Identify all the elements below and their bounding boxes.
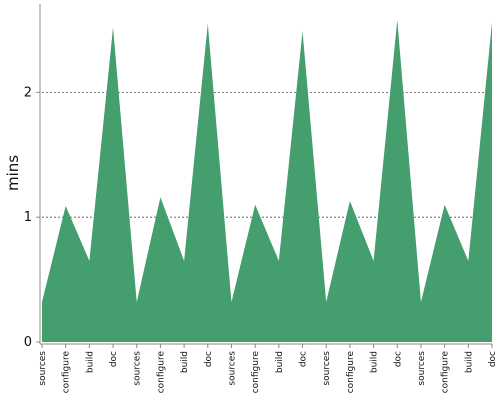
x-tick-label-14: build bbox=[370, 351, 380, 373]
x-tick-label-15: doc bbox=[393, 351, 403, 367]
x-tick-label-4: sources bbox=[133, 351, 143, 386]
y-tick-label-0: 0 bbox=[24, 335, 32, 350]
x-tick-label-18: build bbox=[464, 351, 474, 373]
area-series-0 bbox=[42, 20, 492, 342]
x-tick-label-0: sources bbox=[38, 351, 48, 386]
x-tick-label-7: doc bbox=[204, 351, 214, 367]
x-tick-label-10: build bbox=[275, 351, 285, 373]
x-tick-labels: sources configure build doc sources configure… bbox=[38, 344, 498, 393]
x-tick-label-17: configure bbox=[441, 351, 451, 394]
x-tick-label-13: configure bbox=[346, 351, 356, 394]
y-axis-title: mins bbox=[4, 155, 22, 191]
x-tick-label-1: configure bbox=[62, 351, 72, 394]
x-tick-label-16: sources bbox=[417, 351, 427, 386]
x-tick-label-12: sources bbox=[322, 351, 332, 386]
area-layer bbox=[42, 20, 492, 342]
y-tick-label-2: 2 bbox=[24, 85, 32, 100]
x-tick-label-8: sources bbox=[227, 351, 237, 386]
x-tick-label-11: doc bbox=[299, 351, 309, 367]
x-tick-label-9: configure bbox=[251, 351, 261, 394]
x-tick-label-3: doc bbox=[109, 351, 119, 367]
y-tick-label-1: 1 bbox=[24, 210, 32, 225]
x-tick-label-6: build bbox=[180, 351, 190, 373]
x-tick-label-19: doc bbox=[488, 351, 498, 367]
y-tick-labels: 0 1 2 bbox=[24, 85, 40, 350]
x-tick-label-2: build bbox=[85, 351, 95, 373]
x-tick-label-5: configure bbox=[156, 351, 166, 394]
